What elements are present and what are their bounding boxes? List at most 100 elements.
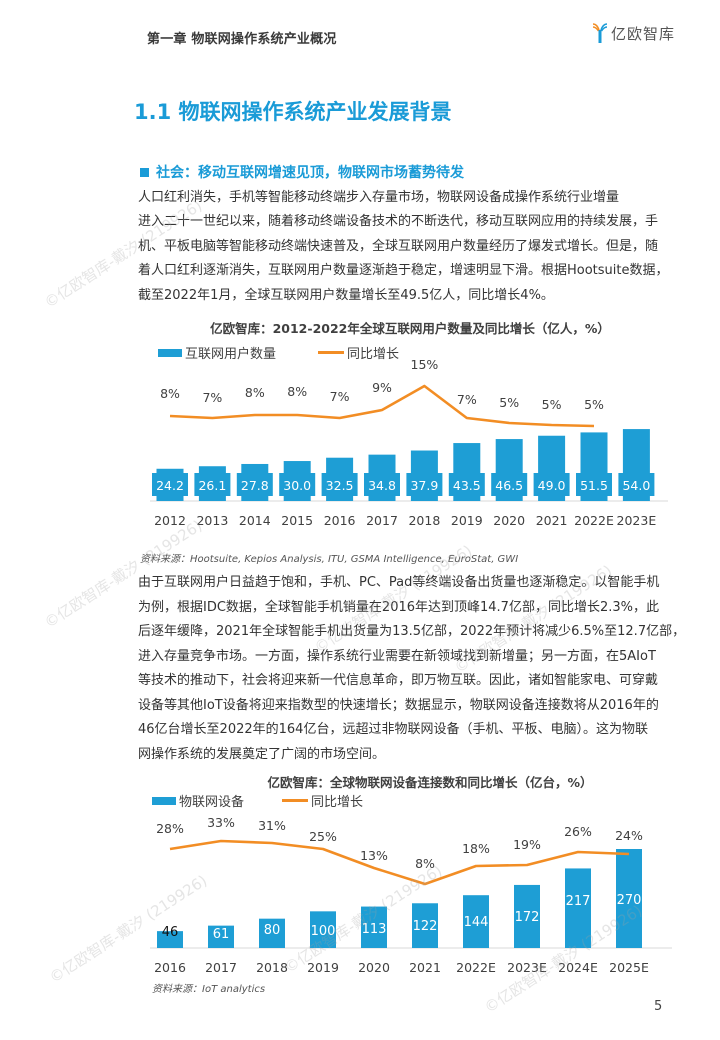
bar: 32.5 (321, 457, 358, 501)
paragraph-line: 进入存量竞争市场。一方面，操作系统行业需要在新领域找到新增量；另一方面，在5AI… (138, 648, 656, 664)
bar: 217 (565, 868, 591, 948)
category-label: 2022E (574, 513, 614, 528)
bar: 80 (259, 918, 285, 948)
bar-value-label: 37.9 (410, 478, 438, 493)
category-label: 2023E (507, 960, 547, 975)
legend-bar-label: 物联网设备 (179, 795, 245, 810)
paragraph-line: 截至2022年1月，全球互联网用户数量增长至49.5亿人，同比增长4%。 (138, 287, 554, 303)
legend-bar-swatch (158, 348, 182, 357)
category-label: 2021 (536, 513, 568, 528)
category-label: 2016 (154, 960, 186, 975)
bar-value-label: 80 (264, 923, 281, 938)
paragraph-line: 由于互联网用户日益趋于饱和，手机、PC、Pad等终端设备出货量也逐渐稳定。以智能… (138, 575, 660, 590)
bar-value-label: 24.2 (156, 478, 184, 493)
growth-label: 5% (584, 397, 604, 412)
chart1-title: 亿欧智库：2012-2022年全球互联网用户数量及同比增长（亿人，%） (210, 321, 610, 336)
bar: 270 (616, 849, 642, 948)
bar-value-label: 100 (311, 924, 336, 939)
growth-label: 5% (499, 395, 519, 410)
chart2-legend: 物联网设备 同比增长 (152, 791, 363, 810)
paragraph-1: 进入二十一世纪以来，随着移动终端设备技术的不断迭代，移动互联网应用的持续发展，手… (138, 210, 686, 308)
category-label: 2018 (408, 513, 440, 528)
paragraph-line: 为例，根据IDC数据，全球智能手机销量在2016年达到顶峰14.7亿部，同比增长… (138, 599, 659, 615)
category-label: 2023E (617, 513, 657, 528)
growth-label: 7% (202, 390, 222, 405)
bar-value-label: 46 (162, 925, 179, 940)
yiou-y-logo-icon (592, 23, 608, 43)
section-subtitle: 社会：移动互联网增速见顶，物联网市场蓄势待发 (140, 162, 464, 182)
bar-value-label: 144 (464, 915, 489, 930)
bar-value-label: 26.1 (198, 478, 226, 493)
growth-line (169, 839, 630, 886)
bar-value-label: 122 (413, 919, 438, 934)
bar-value-label: 49.0 (538, 478, 566, 493)
paragraph-line: 网操作系统的发展奠定了广阔的市场空间。 (138, 746, 386, 762)
bar-value-label: 172 (515, 910, 540, 925)
category-label: 2025E (609, 960, 649, 975)
growth-label: 28% (156, 821, 184, 836)
category-label: 2020 (493, 513, 525, 528)
paragraph-line: 46亿台增长至2022年的164亿台，远超过非物联网设备（手机、平板、电脑）。这… (138, 722, 648, 737)
bar: 172 (514, 884, 540, 948)
bar: 49.0 (533, 435, 570, 501)
category-label: 2019 (307, 960, 339, 975)
bar: 34.8 (364, 454, 400, 501)
legend-line-label: 同比增长 (347, 347, 400, 362)
chart2-title: 亿欧智库：全球物联网设备连接数和同比增长（亿台，%） (267, 775, 593, 790)
bar: 61 (208, 925, 234, 948)
chapter-header: 第一章 物联网操作系统产业概况 (147, 32, 337, 47)
growth-label: 25% (309, 829, 337, 844)
chart1-legend: 互联网用户数量 同比增长 (158, 343, 399, 362)
bar-value-label: 34.8 (368, 478, 396, 493)
legend-line-swatch (318, 351, 345, 354)
legend-bar-label: 互联网用户数量 (185, 347, 277, 362)
growth-label: 8% (415, 856, 435, 871)
growth-label: 8% (160, 386, 180, 401)
bar: 27.8 (236, 463, 273, 501)
growth-label: 26% (564, 824, 592, 839)
bar: 30.0 (279, 461, 316, 501)
bar-value-label: 270 (617, 893, 642, 908)
bar-value-label: 46.5 (495, 478, 523, 493)
category-label: 2016 (324, 513, 356, 528)
bar: 122 (412, 903, 438, 948)
bar-value-label: 51.5 (580, 478, 608, 493)
category-label: 2022E (456, 960, 496, 975)
legend-line-swatch (282, 799, 309, 802)
subtitle-text: 社会：移动互联网增速见顶，物联网市场蓄势待发 (156, 165, 464, 181)
paragraph-line: 进入二十一世纪以来，随着移动终端设备技术的不断迭代，移动互联网应用的持续发展，手 (138, 214, 659, 229)
paragraph-line: 着人口红利逐渐消失，互联网用户数量逐渐趋于稳定，增速明显下滑。根据Hootsui… (138, 263, 669, 278)
category-label: 2015 (281, 513, 313, 528)
paragraph-line: 等技术的推动下，社会将迎来新一代信息革命，即万物互联。因此，诸如智能家电、可穿戴 (138, 673, 659, 688)
paragraph-line: 后逐年缓降，2021年全球智能手机出货量为13.5亿部，2022年预计将减少6.… (138, 624, 686, 639)
bar: 46 (157, 925, 183, 948)
chart2-source: 资料来源：IoT analytics (152, 984, 266, 995)
bar: 37.9 (406, 450, 443, 501)
growth-label: 5% (542, 397, 562, 412)
category-label: 2018 (256, 960, 288, 975)
growth-label: 13% (360, 848, 388, 863)
logo-text: 亿欧智库 (611, 24, 676, 43)
growth-label: 9% (372, 380, 392, 395)
growth-label: 18% (462, 841, 490, 856)
square-bullet-icon (140, 167, 149, 177)
bar: 113 (361, 906, 387, 948)
page-number: 5 (654, 999, 663, 1014)
bar: 54.0 (618, 429, 655, 501)
bar-value-label: 30.0 (283, 478, 311, 493)
category-label: 2019 (451, 513, 483, 528)
legend-bar-swatch (152, 796, 176, 805)
growth-label: 33% (207, 815, 235, 830)
brand-logo: 亿欧智库 (592, 22, 675, 44)
category-label: 2021 (409, 960, 441, 975)
growth-label: 31% (258, 818, 286, 833)
growth-label: 24% (615, 828, 643, 843)
growth-label: 15% (411, 357, 439, 372)
bar-value-label: 217 (566, 894, 591, 909)
category-label: 2020 (358, 960, 390, 975)
section-title: 1.1 物联网操作系统产业发展背景 (134, 100, 452, 124)
bar-value-label: 27.8 (241, 478, 269, 493)
growth-label: 7% (330, 389, 350, 404)
